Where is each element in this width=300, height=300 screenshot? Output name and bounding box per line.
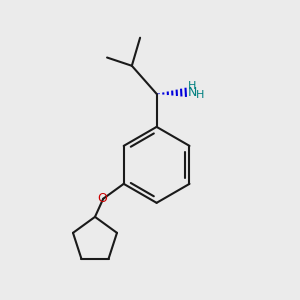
Text: H: H bbox=[196, 90, 204, 100]
Text: O: O bbox=[97, 192, 107, 205]
Text: H: H bbox=[188, 81, 196, 91]
Text: N: N bbox=[187, 86, 196, 99]
